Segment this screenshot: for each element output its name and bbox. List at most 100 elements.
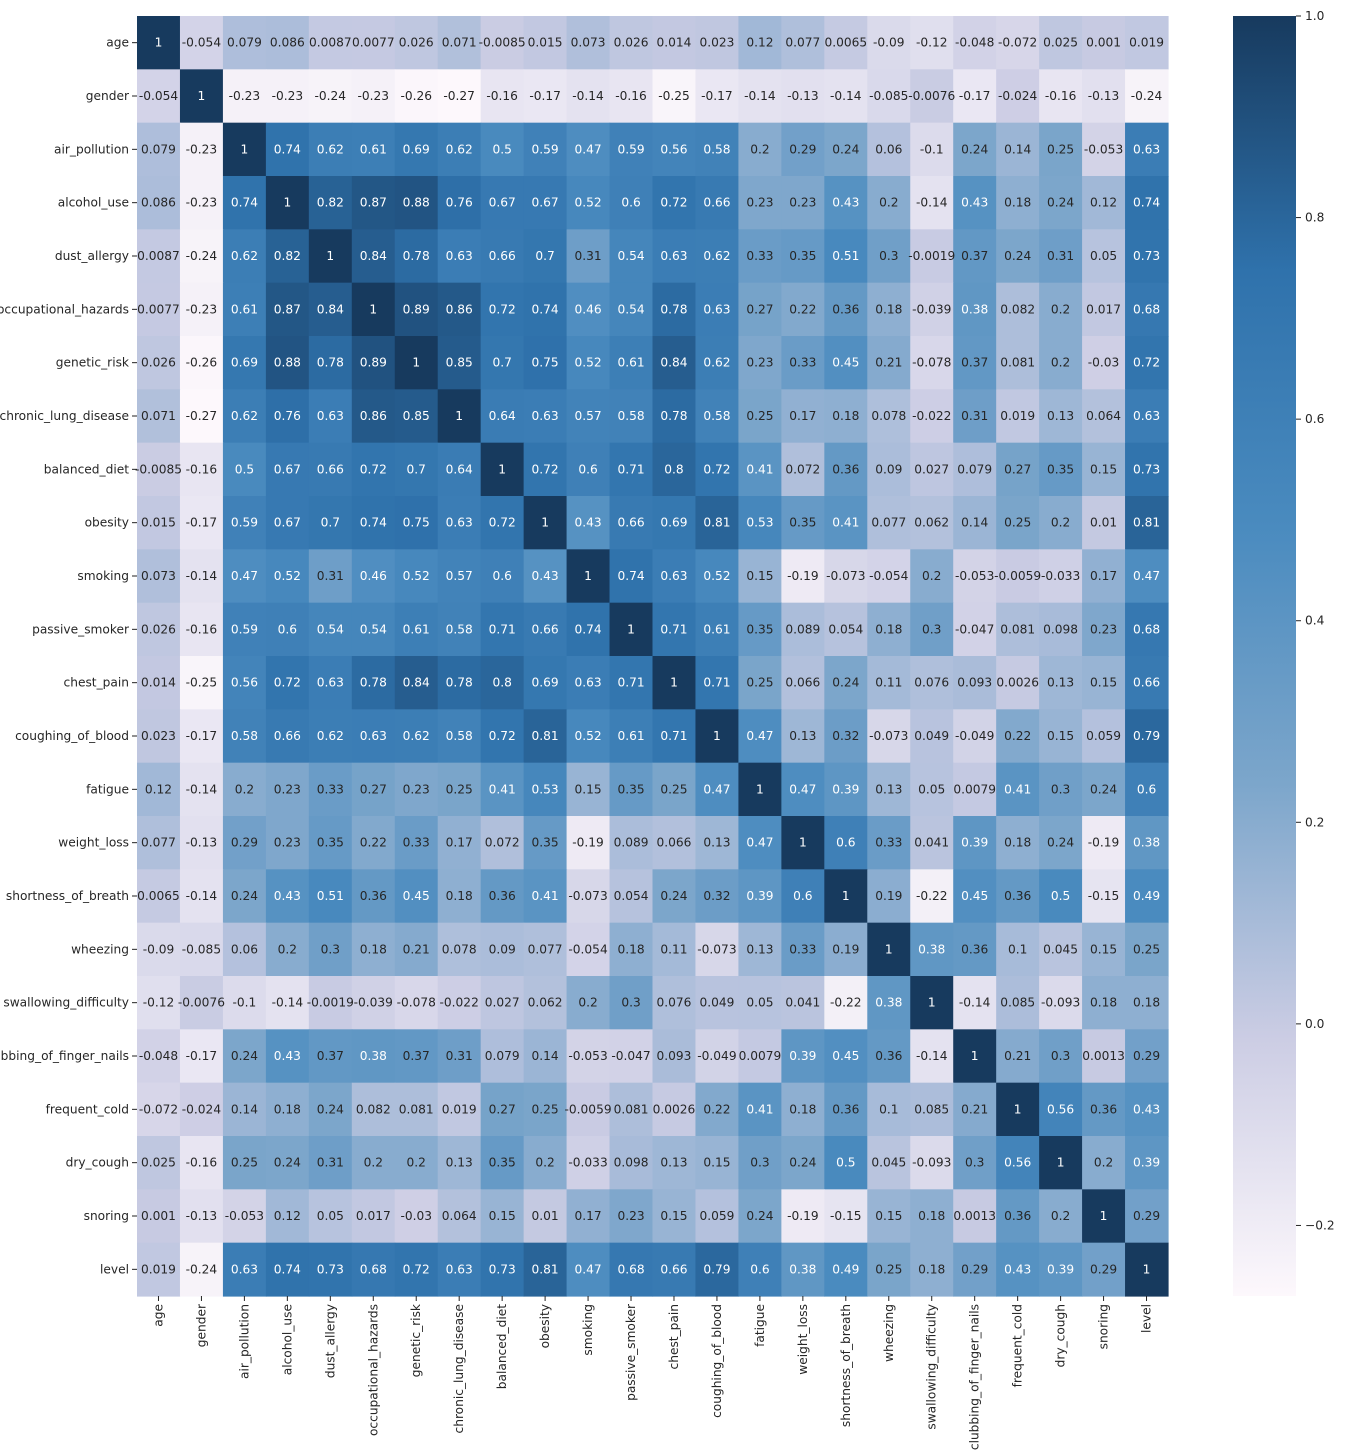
cell-value-label: -0.03 bbox=[1088, 356, 1120, 370]
heatmap-cell bbox=[1125, 549, 1169, 604]
cell-value-label: 0.18 bbox=[617, 942, 644, 956]
heatmap-cell bbox=[953, 122, 997, 177]
cell-value-label: 0.18 bbox=[360, 942, 387, 956]
heatmap-cell bbox=[609, 496, 654, 550]
cell-value-label: 0.15 bbox=[703, 1156, 730, 1170]
heatmap-cell bbox=[308, 816, 353, 870]
cell-value-label: -0.039 bbox=[354, 996, 393, 1010]
cell-value-label: 0.025 bbox=[1043, 36, 1078, 50]
cell-value-label: 0.064 bbox=[1086, 409, 1121, 423]
cell-value-label: 0.76 bbox=[446, 196, 473, 210]
heatmap-cell bbox=[566, 762, 611, 817]
heatmap-cell bbox=[695, 176, 740, 230]
heatmap-cell bbox=[437, 656, 482, 710]
heatmap-cell bbox=[652, 1189, 697, 1244]
heatmap-cell bbox=[480, 1136, 525, 1190]
heatmap-cell bbox=[910, 602, 954, 657]
heatmap-cell bbox=[824, 709, 868, 764]
heatmap-cell bbox=[566, 1029, 611, 1084]
heatmap-cell bbox=[867, 549, 911, 604]
cell-value-label: 0.78 bbox=[360, 676, 387, 690]
heatmap-cell bbox=[179, 282, 224, 337]
cell-value-label: 0.31 bbox=[317, 1156, 344, 1170]
heatmap-cell bbox=[394, 922, 439, 977]
cell-value-label: 0.7 bbox=[321, 516, 340, 530]
heatmap-cell bbox=[394, 1082, 439, 1137]
cell-value-label: 0.13 bbox=[875, 782, 902, 796]
x-tick-label: smoking bbox=[581, 1304, 595, 1356]
heatmap-cell bbox=[652, 1082, 697, 1137]
cell-value-label: 0.13 bbox=[789, 729, 816, 743]
cell-value-label: 0.69 bbox=[532, 676, 559, 690]
y-tick-label: fatigue bbox=[86, 782, 129, 796]
cell-value-label: 0.84 bbox=[317, 302, 344, 316]
heatmap-cell bbox=[265, 1136, 310, 1190]
heatmap-cell bbox=[1082, 282, 1126, 337]
heatmap-cell bbox=[1039, 282, 1083, 337]
cell-value-label: 0.12 bbox=[145, 782, 172, 796]
heatmap-cell bbox=[652, 69, 697, 124]
heatmap-cell bbox=[523, 1189, 568, 1244]
heatmap-cell bbox=[996, 1189, 1040, 1244]
heatmap-cell bbox=[824, 16, 868, 70]
cell-value-label: 0.3 bbox=[621, 996, 640, 1010]
y-tick-label: smoking bbox=[77, 569, 129, 583]
cell-value-label: 0.085 bbox=[1000, 996, 1035, 1010]
heatmap-cell bbox=[480, 1242, 525, 1297]
cell-value-label: 0.06 bbox=[231, 942, 258, 956]
cell-value-label: 0.17 bbox=[789, 409, 816, 423]
heatmap-cell bbox=[179, 1082, 224, 1137]
heatmap-cell bbox=[308, 922, 353, 977]
cell-value-label: 0.81 bbox=[532, 729, 559, 743]
cell-value-label: 0.15 bbox=[746, 569, 773, 583]
heatmap-cell bbox=[996, 442, 1040, 497]
cell-value-label: 0.63 bbox=[360, 729, 387, 743]
cell-value-label: 0.62 bbox=[317, 142, 344, 156]
heatmap-cell bbox=[308, 16, 353, 70]
cell-value-label: 0.35 bbox=[317, 836, 344, 850]
heatmap-cell bbox=[738, 869, 782, 924]
cell-value-label: 0.45 bbox=[403, 889, 430, 903]
cell-value-label: 0.24 bbox=[1047, 196, 1074, 210]
cell-value-label: -0.039 bbox=[912, 302, 951, 316]
heatmap-cell bbox=[137, 229, 181, 284]
cell-value-label: 0.089 bbox=[614, 836, 649, 850]
heatmap-cell bbox=[222, 69, 267, 124]
cell-value-label: 1 bbox=[799, 836, 807, 850]
heatmap-cell bbox=[652, 442, 697, 497]
cell-value-label: 0.46 bbox=[360, 569, 387, 583]
cell-value-label: 0.23 bbox=[274, 836, 301, 850]
cell-value-label: 0.57 bbox=[574, 409, 601, 423]
cell-value-label: 0.84 bbox=[360, 249, 387, 263]
heatmap-cell bbox=[867, 1189, 911, 1244]
cell-value-label: -0.24 bbox=[186, 249, 218, 263]
y-axis: age gender air_pollution alcohol_use dust_al… bbox=[0, 36, 137, 1276]
cell-value-label: 0.01 bbox=[1090, 516, 1117, 530]
cell-value-label: 0.61 bbox=[360, 142, 387, 156]
cell-value-label: 0.75 bbox=[403, 516, 430, 530]
heatmap-cell bbox=[179, 1136, 224, 1190]
heatmap-cell bbox=[781, 442, 825, 497]
heatmap-cell bbox=[222, 709, 267, 764]
heatmap-cell bbox=[351, 976, 396, 1030]
colorbar-tick-label: 1.0 bbox=[1305, 9, 1324, 23]
cell-value-label: 0.2 bbox=[879, 196, 898, 210]
heatmap-cell bbox=[523, 1082, 568, 1137]
cell-value-label: 0.05 bbox=[317, 1209, 344, 1223]
heatmap-cell bbox=[781, 602, 825, 657]
heatmap-cell bbox=[1082, 816, 1126, 870]
cell-value-label: 0.33 bbox=[317, 782, 344, 796]
heatmap-cell bbox=[609, 922, 654, 977]
cell-value-label: 0.09 bbox=[489, 942, 516, 956]
heatmap-cell bbox=[1082, 122, 1126, 177]
cell-value-label: 0.33 bbox=[746, 249, 773, 263]
heatmap-cell bbox=[480, 336, 525, 390]
heatmap-cell bbox=[1082, 1242, 1126, 1297]
heatmap-cell bbox=[695, 816, 740, 870]
cell-value-label: 0.36 bbox=[832, 1102, 859, 1116]
cell-value-label: 0.61 bbox=[231, 302, 258, 316]
heatmap-cell bbox=[824, 656, 868, 710]
cell-value-label: 1 bbox=[498, 462, 506, 476]
cell-value-label: -0.13 bbox=[186, 1209, 218, 1223]
cell-value-label: 0.7 bbox=[535, 249, 554, 263]
